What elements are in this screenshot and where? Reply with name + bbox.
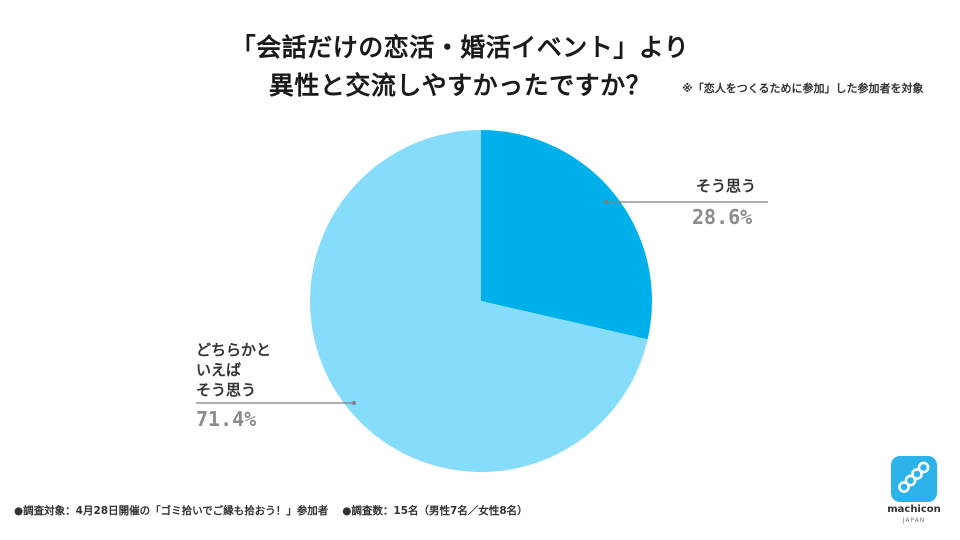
slice-label-somewhat-agree-line-2: いえば bbox=[196, 361, 242, 379]
slice-label-somewhat-agree-line-1: どちらかと bbox=[196, 341, 272, 359]
survey-target-note: ※「恋人をつくるために参加」した参加者を対象 bbox=[682, 82, 924, 95]
leader-line-agree-dot bbox=[604, 200, 608, 204]
slice-label-agree: そう思う bbox=[696, 177, 757, 195]
slice-value-somewhat-agree: 71.4% bbox=[196, 407, 257, 431]
machicon-logo bbox=[891, 456, 937, 502]
leader-line-somewhat-agree-dot bbox=[352, 401, 356, 405]
chart-title-line-1: 「会話だけの恋活・婚活イベント」より bbox=[230, 33, 690, 62]
pie-slice-agree bbox=[481, 130, 652, 340]
survey-count: ●調査数：15名（男性7名／女性8名） bbox=[342, 505, 528, 517]
slice-value-agree: 28.6% bbox=[692, 205, 753, 229]
survey-footer: ●調査対象：4月28日開催の「ゴミ拾いでご縁も拾おう！」参加者 ●調査数：15名（… bbox=[14, 503, 528, 518]
pie-slice-somewhat-agree bbox=[310, 130, 648, 472]
logo-wordmark: machicon bbox=[887, 504, 941, 515]
slice-label-somewhat-agree-line-3: そう思う bbox=[196, 381, 257, 399]
chart-title-line-2: 異性と交流しやすかったですか？ bbox=[268, 71, 652, 100]
survey-subject: ●調査対象：4月28日開催の「ゴミ拾いでご縁も拾おう！」参加者 bbox=[14, 505, 329, 517]
rings-icon bbox=[898, 461, 930, 493]
logo-subtext: JAPAN bbox=[902, 517, 926, 524]
slice-label-somewhat-agree: どちらかと いえば そう思う bbox=[196, 340, 306, 400]
